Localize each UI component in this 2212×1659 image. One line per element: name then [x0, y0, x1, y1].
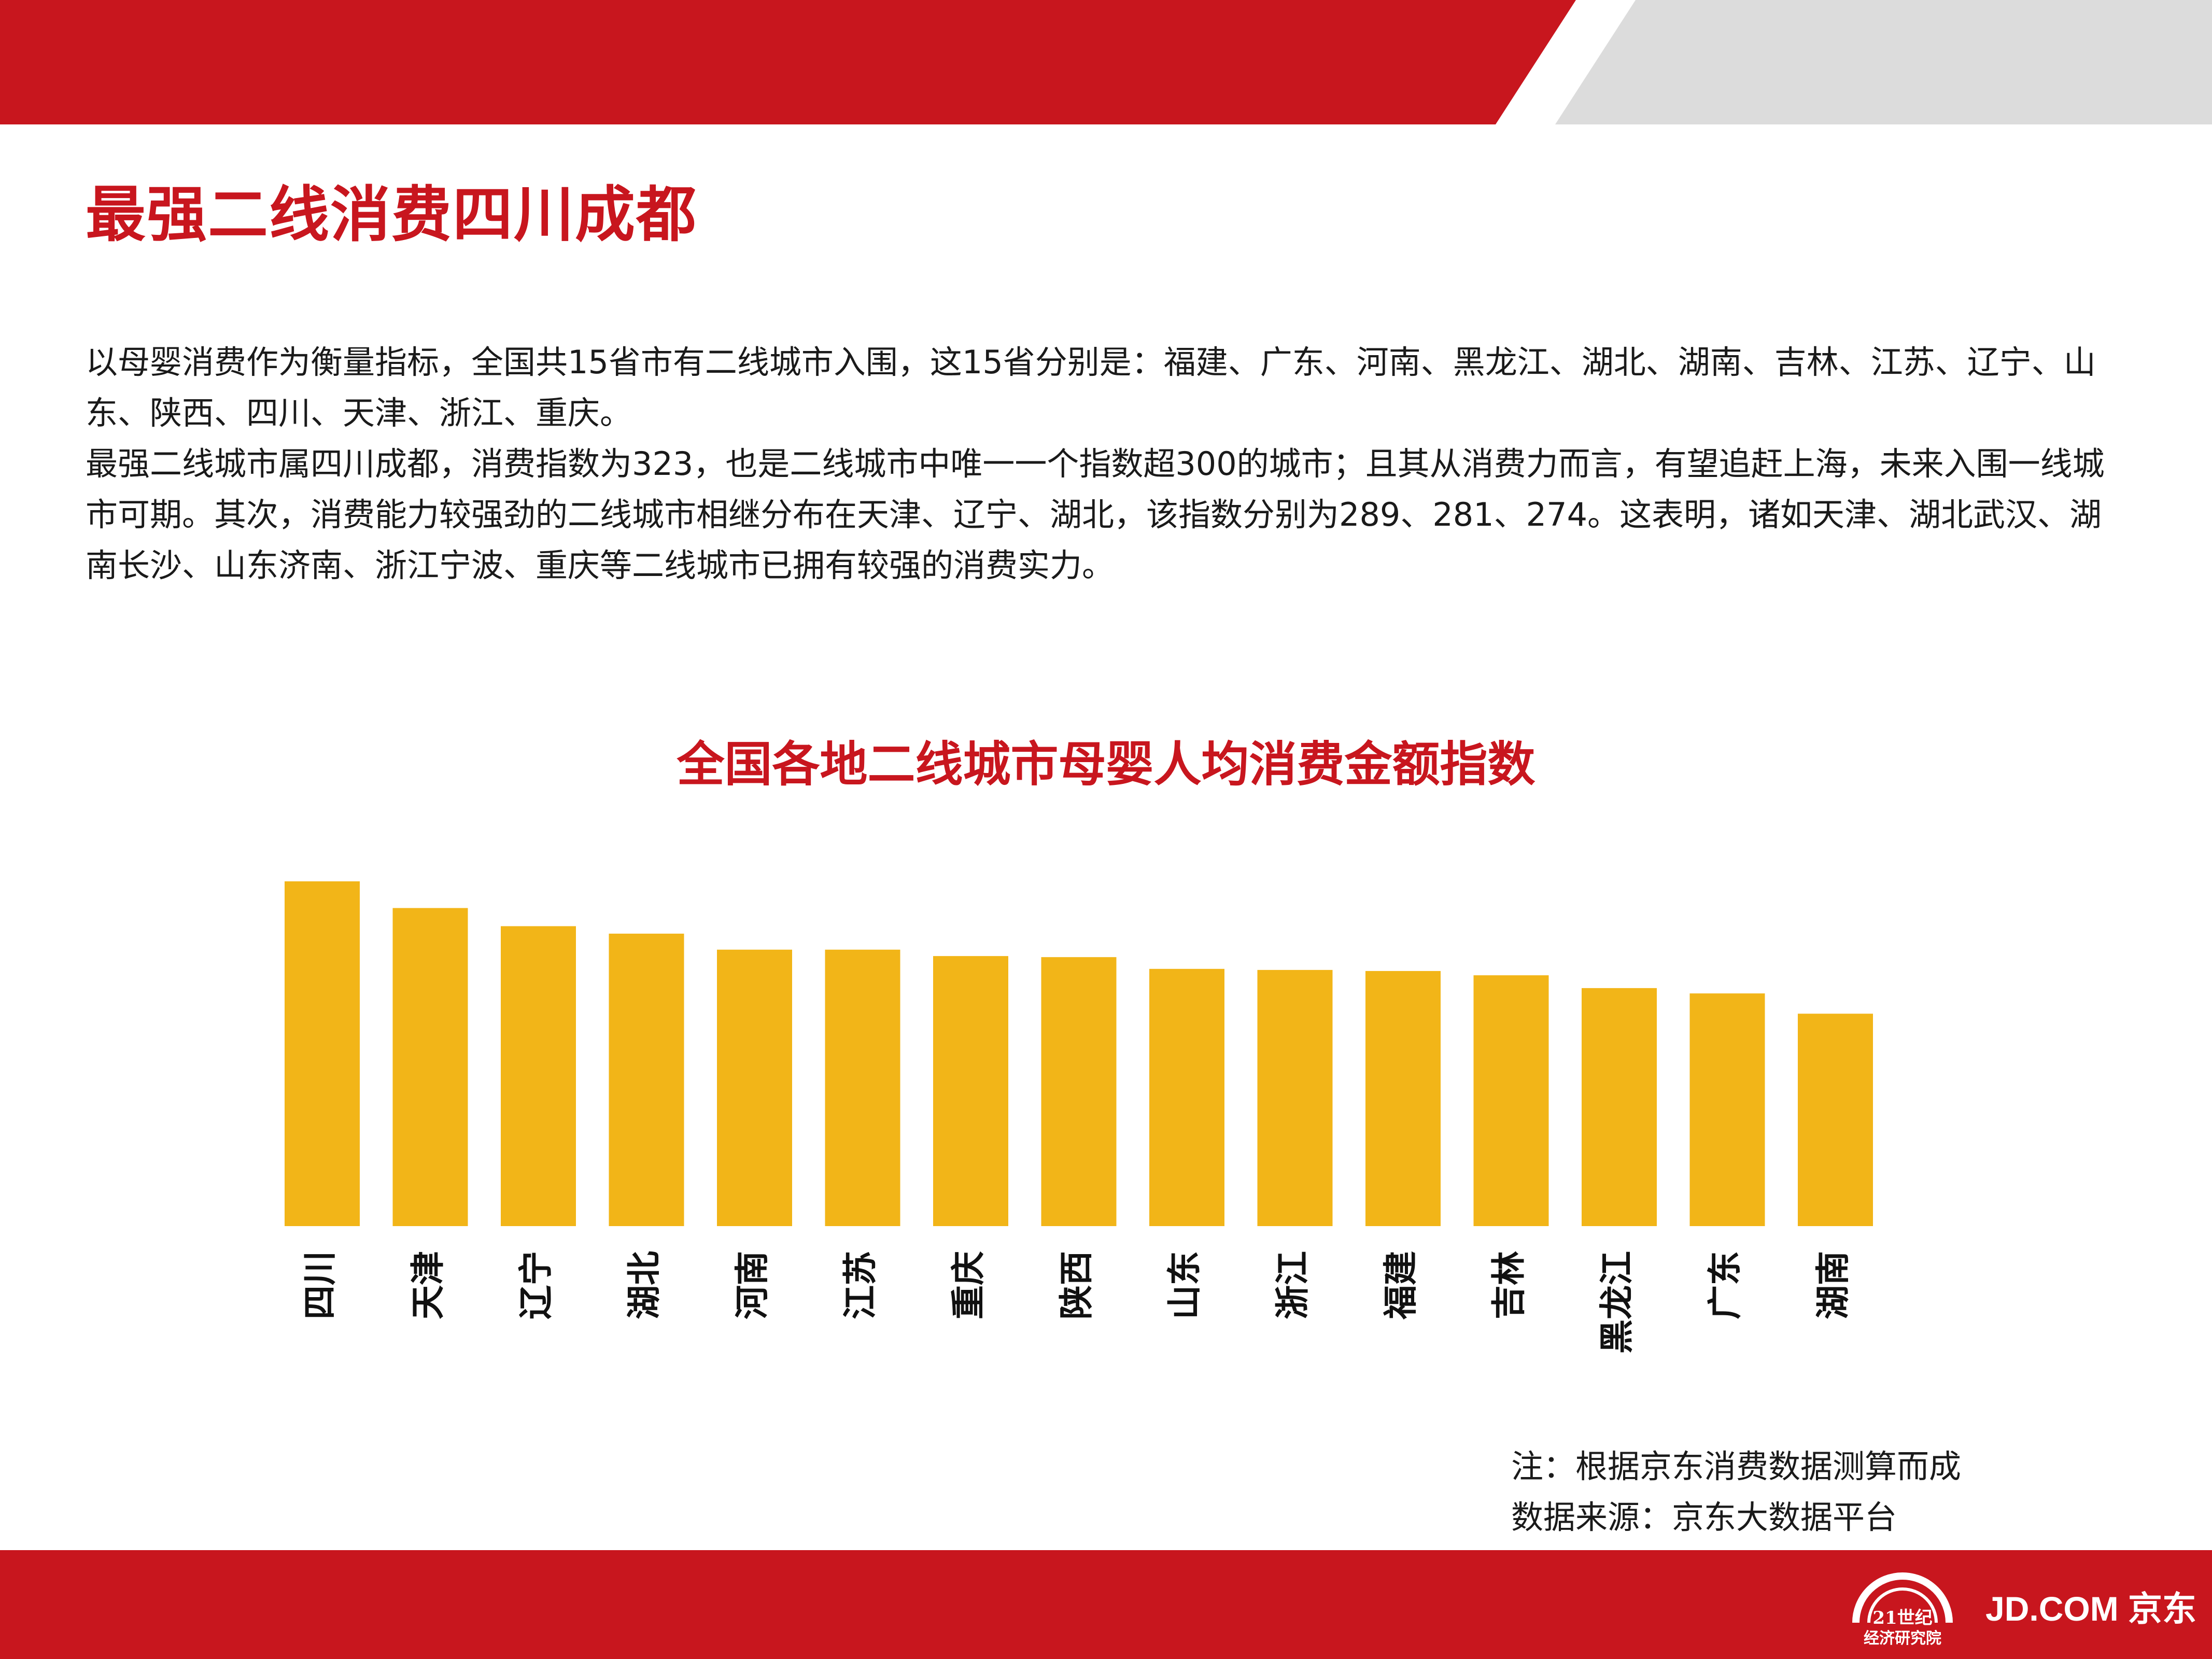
- category-label-江苏: 江苏: [840, 1251, 880, 1319]
- bar-浙江: [1257, 969, 1333, 1226]
- category-label-天津: 天津: [408, 1251, 448, 1319]
- category-label-黑龙江: 黑龙江: [1597, 1251, 1637, 1354]
- intro-paragraph-1: 以母婴消费作为衡量指标，全国共15省市有二线城市入围，这15省分别是：福建、广东…: [86, 343, 2096, 432]
- bar-chart: 四川 天津 辽宁 湖北 河南 江苏 重庆 陕西 山东 浙江 福建 吉林 黑龙江 广东 湖南: [285, 881, 1873, 1354]
- category-label-吉林: 吉林: [1489, 1251, 1529, 1319]
- chart-title: 全国各地二线城市母婴人均消费金额指数: [677, 737, 1535, 792]
- category-label-陕西: 陕西: [1056, 1251, 1096, 1319]
- bar-湖北: [609, 933, 684, 1226]
- top-banner: [0, 0, 2212, 124]
- category-label-福建: 福建: [1381, 1251, 1421, 1320]
- category-label-辽宁: 辽宁: [516, 1251, 556, 1319]
- banner-gray-stripe: [1555, 0, 2212, 124]
- bar-四川: [285, 881, 360, 1226]
- chart-notes: 注：根据京东消费数据测算而成 数据来源：京东大数据平台: [1511, 1441, 1961, 1543]
- category-label-湖南: 湖南: [1813, 1251, 1853, 1319]
- category-label-四川: 四川: [300, 1251, 340, 1319]
- bar-黑龙江: [1582, 988, 1657, 1226]
- category-label-湖北: 湖北: [624, 1251, 664, 1319]
- logo-21st-century-icon: 21世纪 经济研究院: [1852, 1572, 1953, 1648]
- category-label-重庆: 重庆: [949, 1251, 989, 1319]
- page-title: 最强二线消费四川成都: [86, 180, 697, 250]
- banner-red-stripe: [0, 0, 1576, 124]
- category-labels-group: 四川 天津 辽宁 湖北 河南 江苏 重庆 陕西 山东 浙江 福建 吉林 黑龙江 广东 湖南: [300, 1251, 1853, 1354]
- footer-bar: 21世纪 经济研究院 JD.COM 京东: [0, 1550, 2212, 1659]
- bar-河南: [717, 949, 792, 1226]
- bar-辽宁: [501, 926, 576, 1226]
- intro-text: 以母婴消费作为衡量指标，全国共15省市有二线城市入围，这15省分别是：福建、广东…: [86, 337, 2107, 591]
- bar-重庆: [933, 956, 1008, 1226]
- bars-group: [285, 881, 1873, 1226]
- intro-paragraph-2: 最强二线城市属四川成都，消费指数为323，也是二线城市中唯一一个指数超300的城…: [86, 445, 2105, 584]
- bar-天津: [392, 908, 468, 1226]
- logo-21-line1: 21世纪: [1872, 1608, 1932, 1628]
- source-text: 数据来源：京东大数据平台: [1511, 1498, 1897, 1536]
- category-label-广东: 广东: [1705, 1251, 1745, 1319]
- bar-陕西: [1041, 957, 1117, 1226]
- logo-jd: JD.COM 京东: [1985, 1590, 2197, 1628]
- logo-21-line2: 经济研究院: [1864, 1629, 1941, 1648]
- bar-广东: [1689, 993, 1765, 1226]
- category-label-山东: 山东: [1165, 1251, 1205, 1319]
- bar-吉林: [1473, 975, 1549, 1226]
- bar-山东: [1149, 968, 1224, 1226]
- bar-江苏: [825, 949, 900, 1226]
- bar-湖南: [1798, 1014, 1873, 1226]
- category-label-浙江: 浙江: [1273, 1251, 1313, 1319]
- category-label-河南: 河南: [732, 1251, 772, 1319]
- bar-福建: [1365, 971, 1441, 1226]
- note-text: 注：根据京东消费数据测算而成: [1511, 1447, 1962, 1485]
